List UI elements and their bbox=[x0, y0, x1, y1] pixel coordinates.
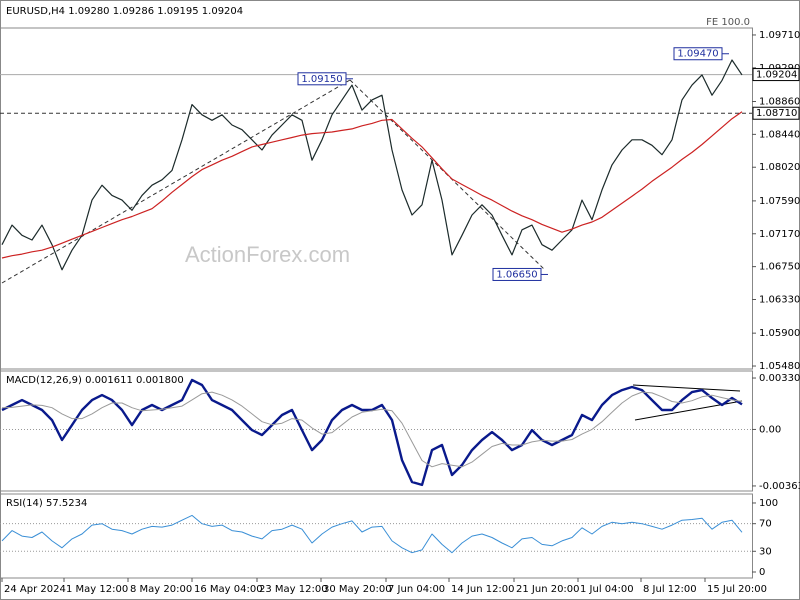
x-tick-label: 8 May 20:00 bbox=[130, 584, 192, 595]
x-tick-label: 1 May 12:00 bbox=[66, 584, 128, 595]
series-line bbox=[1, 514, 743, 554]
annotation-box bbox=[492, 267, 542, 281]
y-tick-label: 0 bbox=[759, 567, 765, 578]
x-tick-label: 8 Jul 12:00 bbox=[643, 584, 697, 595]
fe-label: FE 100.0 bbox=[706, 17, 750, 28]
watermark: ActionForex.com bbox=[185, 242, 350, 267]
rsi-panel bbox=[0, 493, 753, 579]
annotation-label: 1.06650 bbox=[496, 269, 537, 280]
y-tick-label: 1.08860 bbox=[759, 96, 800, 107]
price-panel bbox=[0, 27, 753, 370]
series-line bbox=[1, 378, 743, 487]
annotation-box bbox=[673, 47, 723, 61]
y-tick-label: 1.06750 bbox=[759, 262, 800, 273]
chart-title: EURUSD,H4 1.09280 1.09286 1.09195 1.0920… bbox=[6, 6, 243, 17]
macd-title: MACD(12,26,9) 0.001611 0.001800 bbox=[6, 375, 184, 386]
y-tick-label: 1.05900 bbox=[759, 328, 800, 339]
x-tick-label: 14 Jun 12:00 bbox=[451, 584, 515, 595]
y-tick-label: 1.09710 bbox=[759, 30, 800, 41]
x-tick-label: 21 Jun 20:00 bbox=[516, 584, 580, 595]
y-tick-label: 0.00 bbox=[759, 424, 781, 435]
y-tick-label: 1.06330 bbox=[759, 295, 800, 306]
series-line bbox=[1, 391, 743, 468]
level-label-box bbox=[752, 68, 800, 82]
y-tick-label: 1.08020 bbox=[759, 162, 800, 173]
y-tick-label: 30 bbox=[759, 546, 772, 557]
macd-panel bbox=[0, 370, 753, 492]
annotation-label: 1.09150 bbox=[301, 74, 342, 85]
x-tick-label: 15 Jul 20:00 bbox=[707, 584, 767, 595]
rsi-title: RSI(14) 57.5234 bbox=[6, 498, 87, 509]
y-tick-label: 0.003308 bbox=[759, 373, 800, 384]
x-tick-label: 7 Jun 04:00 bbox=[388, 584, 445, 595]
y-tick-label: 1.05480 bbox=[759, 361, 800, 372]
y-tick-label: -0.003635 bbox=[759, 481, 800, 492]
y-tick-label: 1.07590 bbox=[759, 196, 800, 207]
series-line bbox=[1, 111, 743, 259]
level-label: 1.08710 bbox=[756, 108, 797, 119]
x-tick-label: 23 May 12:00 bbox=[259, 584, 328, 595]
level-label: 1.09204 bbox=[756, 70, 797, 81]
y-tick-label: 100 bbox=[759, 498, 778, 509]
x-tick-label: 24 Apr 2024 bbox=[4, 584, 66, 595]
series-line bbox=[1, 59, 743, 271]
annotation-label: 1.09470 bbox=[677, 49, 718, 60]
x-tick-label: 1 Jul 04:00 bbox=[580, 584, 634, 595]
y-tick-label: 1.07170 bbox=[759, 229, 800, 240]
x-tick-label: 16 May 04:00 bbox=[194, 584, 263, 595]
annotation-box bbox=[297, 72, 347, 86]
triangle-line bbox=[632, 384, 741, 392]
level-label-box bbox=[752, 106, 800, 120]
y-tick-label: 1.08440 bbox=[759, 129, 800, 140]
y-tick-label: 70 bbox=[759, 519, 772, 530]
x-tick-label: 30 May 20:00 bbox=[323, 584, 392, 595]
